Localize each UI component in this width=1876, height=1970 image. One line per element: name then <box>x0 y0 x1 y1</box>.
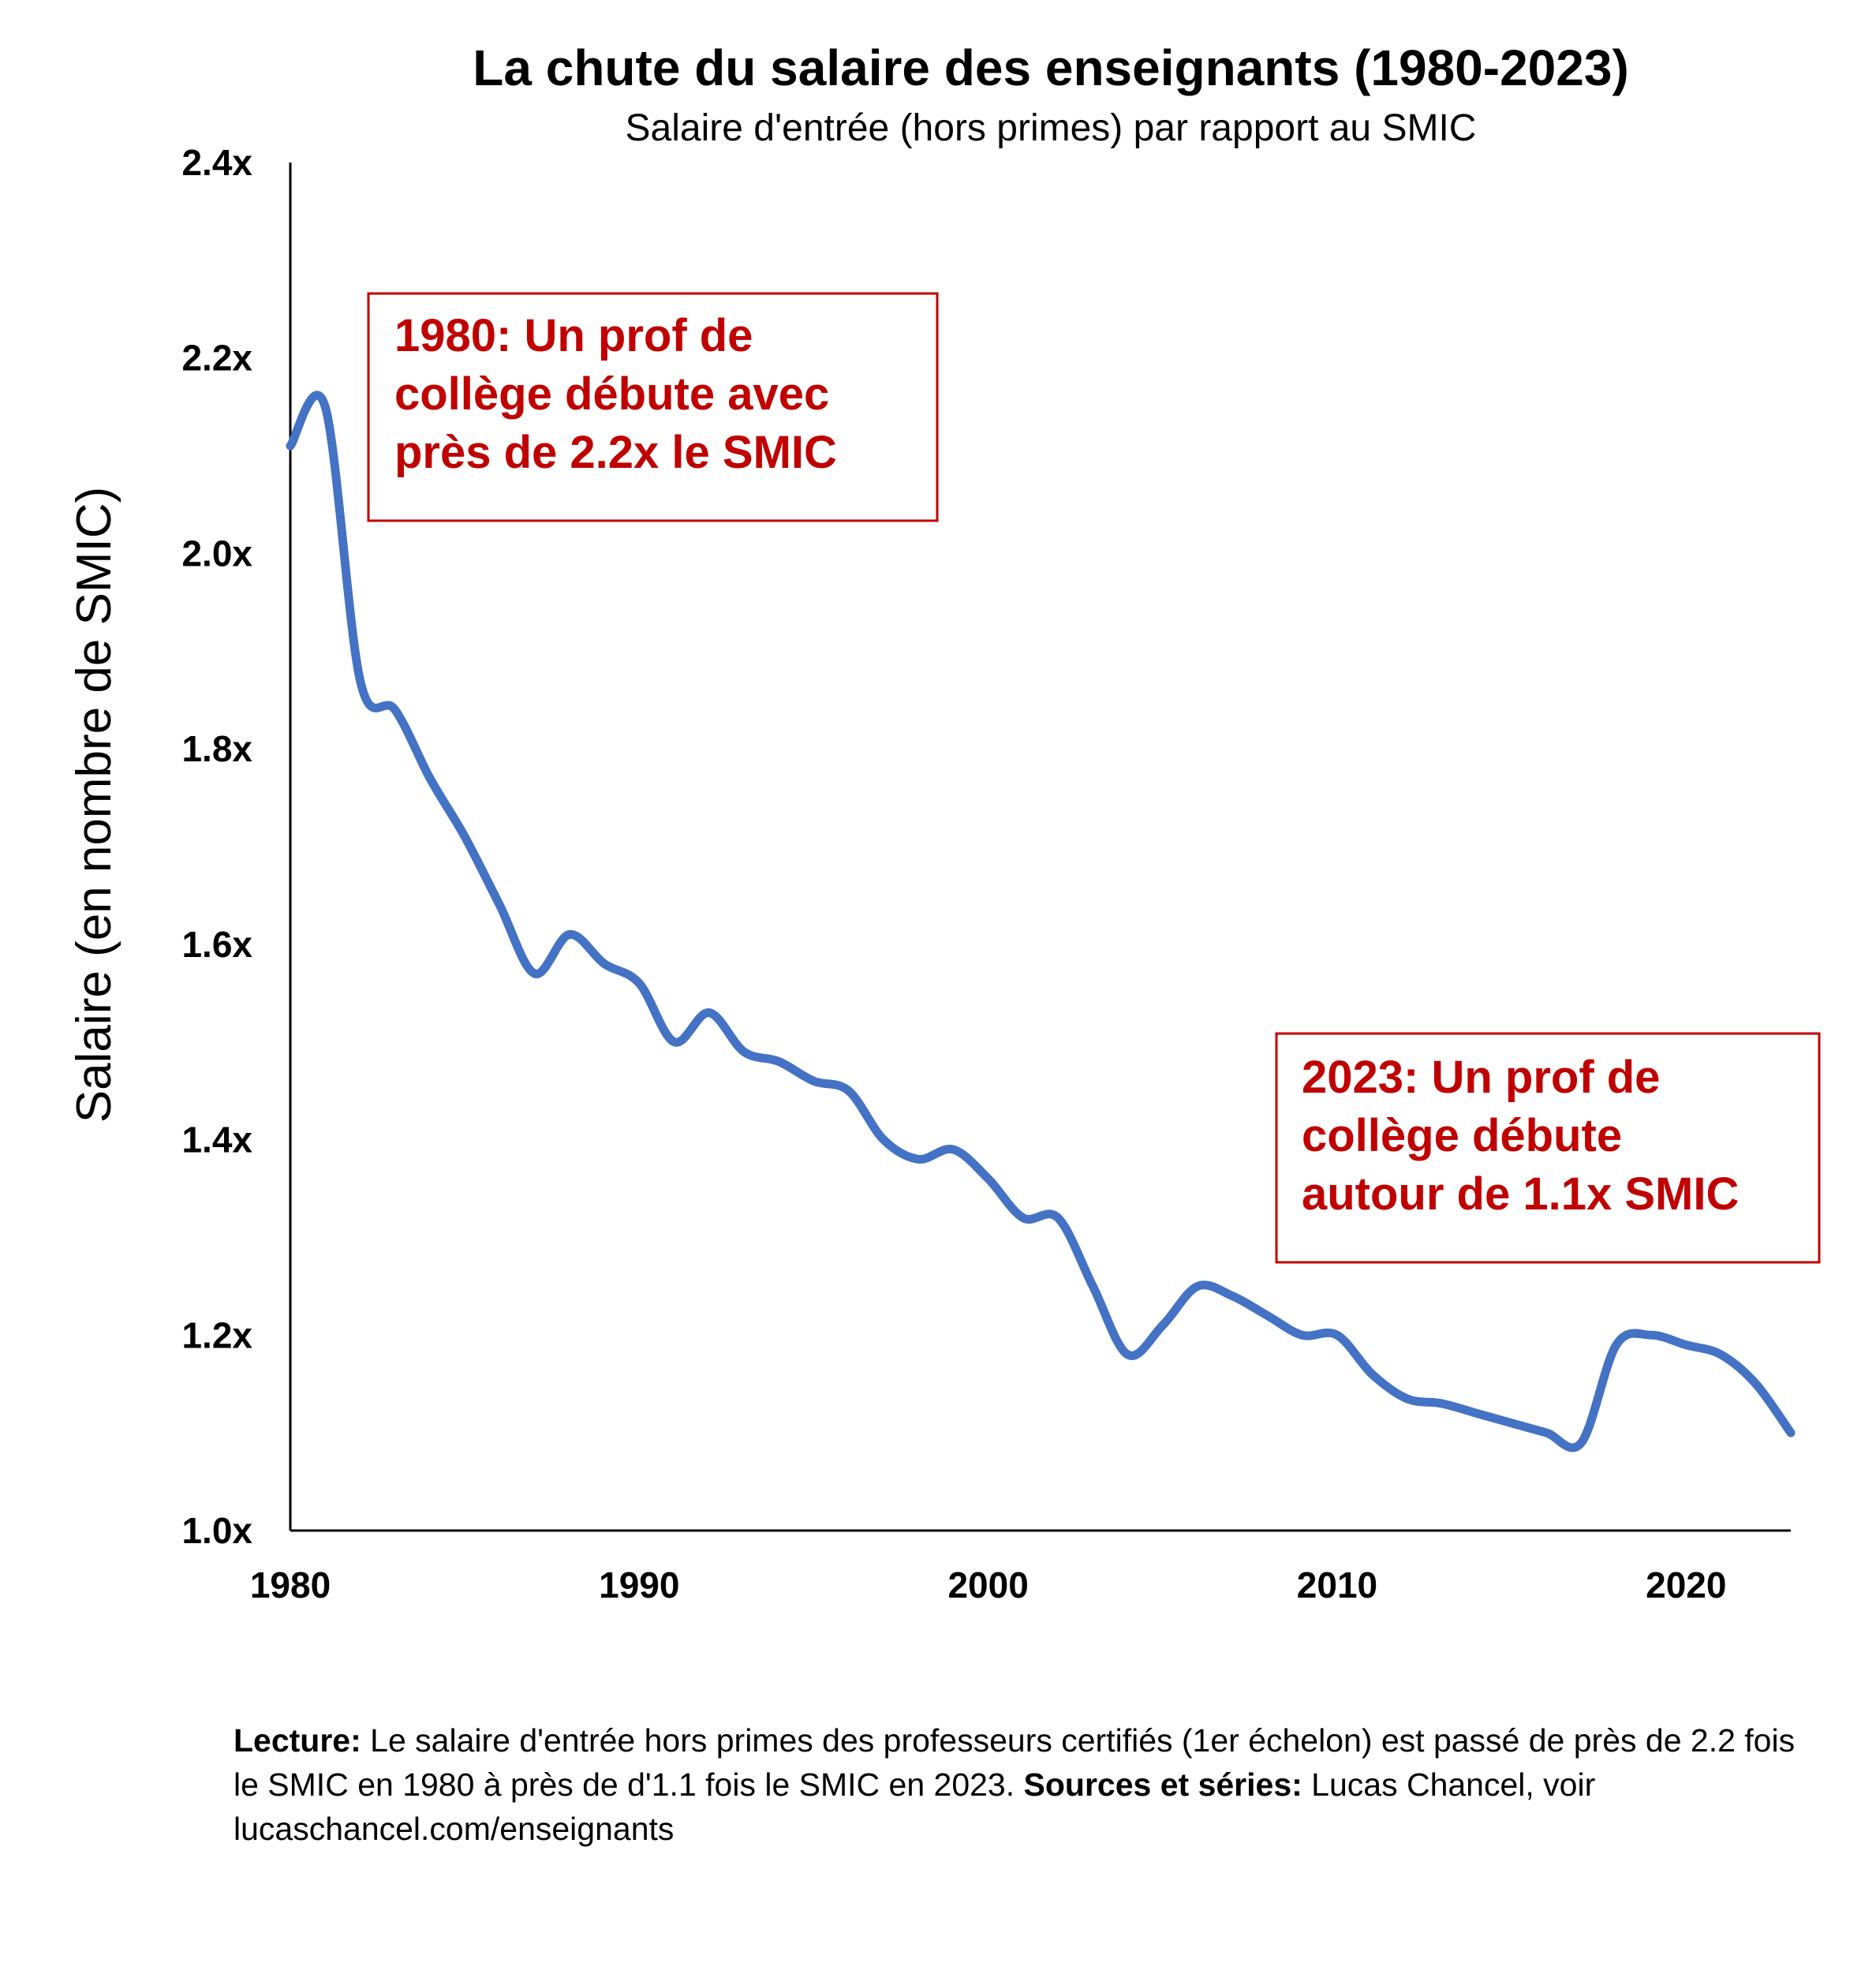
y-axis-label: Salaire (en nombre de SMIC) <box>67 487 121 1123</box>
y-tick-label: 1.8x <box>181 728 252 769</box>
y-tick-label: 1.2x <box>181 1314 252 1355</box>
y-tick-label: 2.0x <box>181 533 252 574</box>
x-tick-labels: 1980 1990 2000 2010 2020 <box>250 1564 1727 1606</box>
annotation-1980-box <box>367 292 939 522</box>
x-tick-label: 2000 <box>947 1564 1028 1606</box>
annotation-1980-line-2: collège débute avec <box>394 368 829 420</box>
y-tick-labels: 1.0x 1.2x 1.4x 1.6x 1.8x 2.0x 2.2x 2.4x <box>181 142 252 1551</box>
x-tick-label: 1980 <box>250 1564 331 1606</box>
footnote: Lecture: Le salaire d'entrée hors primes… <box>234 1718 1819 1851</box>
x-tick-label: 1990 <box>599 1564 679 1606</box>
annotation-2023-line-1: 2023: Un prof de <box>1302 1052 1660 1103</box>
series-line <box>286 391 1796 1452</box>
annotation-1980-line-3: près de 2.2x le SMIC <box>394 427 837 478</box>
x-tick-label: 2010 <box>1297 1564 1377 1606</box>
y-tick-label: 1.0x <box>181 1510 252 1551</box>
footnote-sources-label: Sources et séries: <box>1023 1766 1302 1803</box>
y-tick-label: 2.2x <box>181 338 252 379</box>
y-tick-label: 1.4x <box>181 1120 252 1161</box>
chart-title: La chute du salaire des enseignants (198… <box>473 39 1629 96</box>
chart-subtitle: Salaire d'entrée (hors primes) par rappo… <box>626 107 1477 149</box>
footnote-lecture-label: Lecture: <box>234 1722 361 1759</box>
footnote-lecture-text: Le salaire d'entrée hors primes des prof… <box>234 1722 1796 1803</box>
footnote-sources-text: Lucas Chancel, voir lucaschancel.com/ens… <box>234 1766 1596 1847</box>
annotation-1980-line-1: 1980: Un prof de <box>394 310 753 361</box>
x-tick-label: 2020 <box>1646 1564 1726 1606</box>
y-tick-label: 2.4x <box>181 142 252 183</box>
series-layer <box>286 391 1796 1452</box>
annotation-2023-box <box>1275 1032 1821 1264</box>
annotation-2023-line-3: autour de 1.1x SMIC <box>1302 1168 1739 1220</box>
y-tick-label: 1.6x <box>181 924 252 965</box>
annotation-2023-line-2: collège débute <box>1302 1110 1622 1161</box>
